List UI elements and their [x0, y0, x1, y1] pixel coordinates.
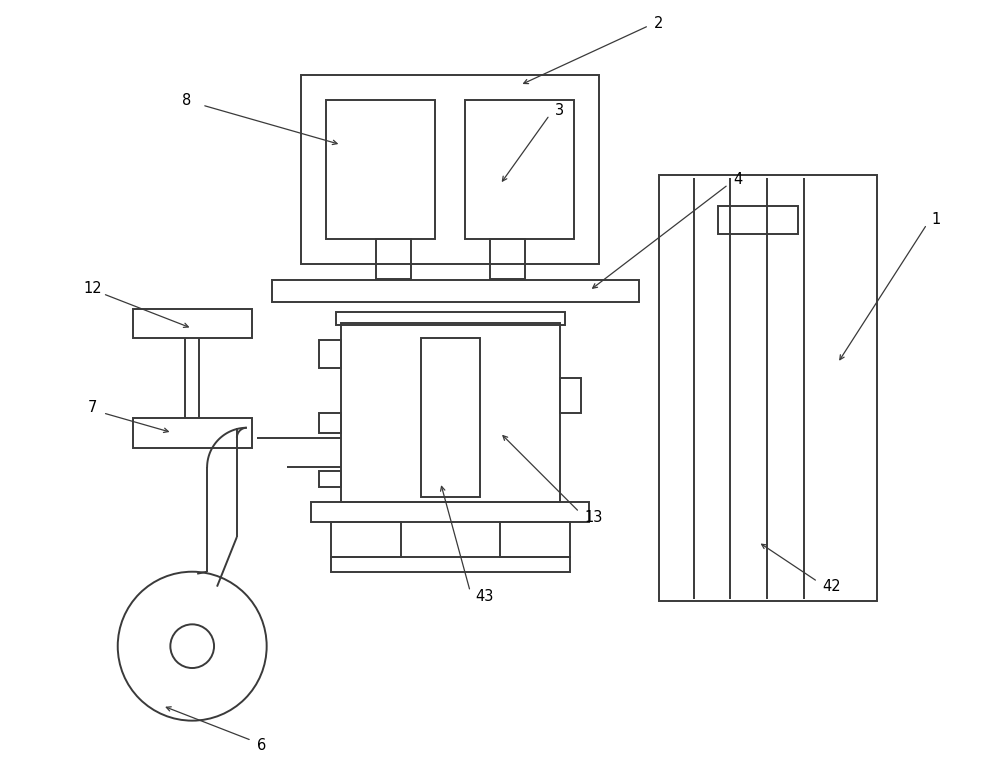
Bar: [465, 100, 574, 239]
Bar: [341, 323, 560, 502]
Bar: [319, 341, 341, 368]
Bar: [133, 418, 252, 448]
Text: 8: 8: [182, 92, 192, 107]
Text: 2: 2: [654, 16, 663, 31]
Text: 6: 6: [257, 738, 266, 753]
Bar: [319, 471, 341, 487]
Bar: [319, 413, 341, 433]
Bar: [560, 378, 581, 413]
Bar: [331, 522, 401, 557]
Text: 12: 12: [83, 281, 102, 296]
Bar: [336, 312, 565, 326]
Bar: [301, 75, 599, 264]
Bar: [326, 100, 435, 239]
Text: 3: 3: [555, 103, 564, 117]
Text: 42: 42: [823, 579, 841, 594]
Text: 13: 13: [584, 510, 603, 525]
Bar: [311, 502, 589, 522]
Bar: [272, 280, 639, 301]
Bar: [490, 239, 525, 279]
Bar: [421, 338, 480, 497]
Text: 7: 7: [88, 400, 97, 416]
Text: 43: 43: [475, 589, 494, 604]
Bar: [133, 309, 252, 338]
Bar: [718, 207, 798, 234]
Text: 1: 1: [932, 211, 941, 227]
Text: 4: 4: [733, 172, 743, 187]
Bar: [331, 557, 570, 572]
Bar: [376, 239, 411, 279]
Bar: [500, 522, 570, 557]
Bar: [659, 175, 877, 601]
